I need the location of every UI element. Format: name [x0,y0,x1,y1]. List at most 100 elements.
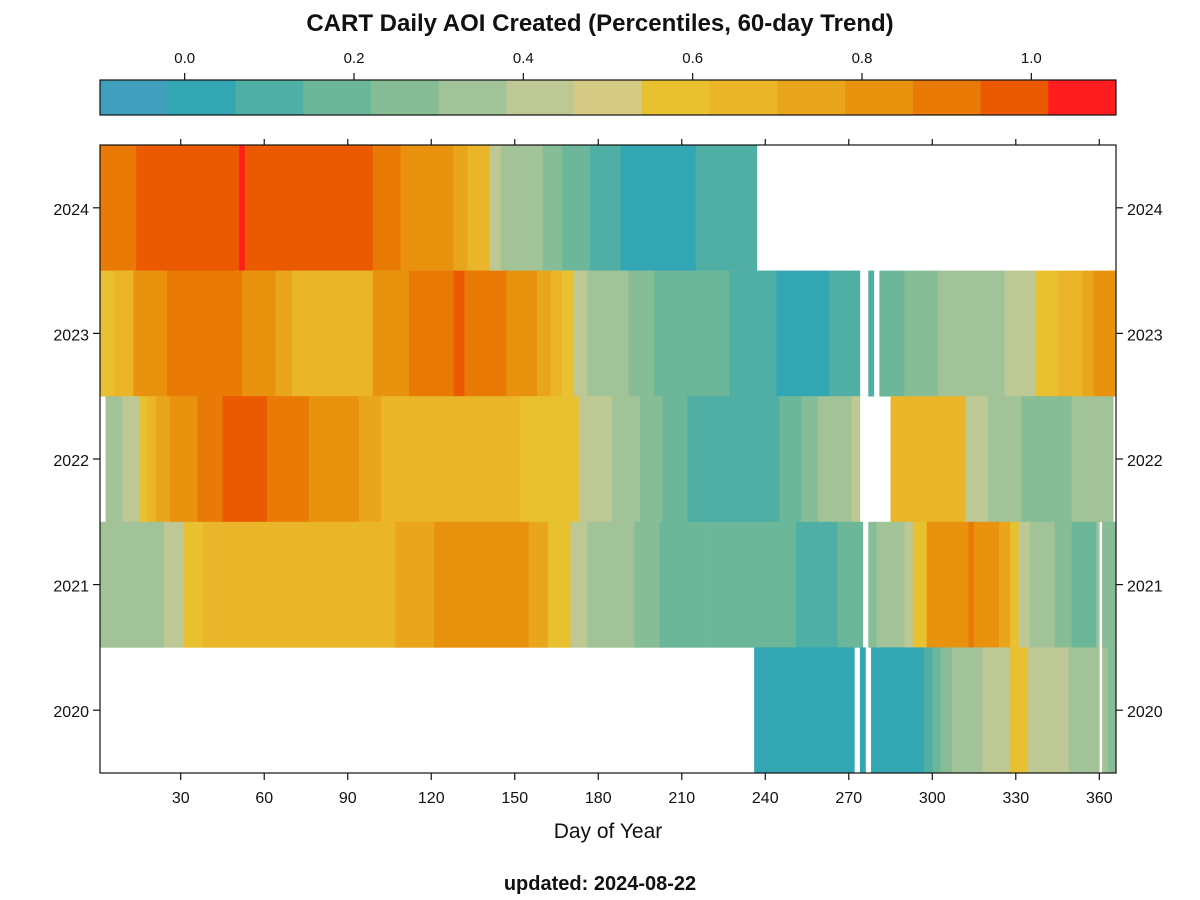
heatmap-cell-2023-4 [241,270,276,397]
heatmap-cell-2024-0 [100,145,137,271]
heatmap-cell-2021-10 [528,521,549,648]
x-axis-ticks: 30 60 90 120 150 180 210 240 270 300 330 360 [172,139,1113,807]
heatmap-cell-2020-11 [1010,647,1028,774]
heatmap-cell-2023-28 [937,270,972,397]
x-tick-label: 360 [1086,790,1113,807]
heatmap-cell-2023-3 [166,270,243,397]
heatmap-cell-2020-2 [815,647,855,774]
heatmap-cell-2022-10 [358,396,382,523]
heatmap-cell-2020-13 [1068,647,1100,774]
heatmap-cell-2023-10 [408,270,454,397]
heatmap-cell-2021-15 [634,521,660,648]
heatmap-cell-2021-1 [108,521,143,648]
heatmap-cell-2021-13 [587,521,610,648]
colorbar-swatch [303,80,372,115]
heatmap-cell-2023-13 [506,270,538,397]
heatmap-cell-2022-21 [818,396,833,523]
heatmap-cell-2022-26 [987,396,1005,523]
heatmap-cell-2023-12 [464,270,507,397]
heatmap-cell-2021-35 [1096,521,1100,648]
x-tick-label: 60 [255,790,273,807]
heatmap-cell-2023-17 [573,270,588,397]
heatmap-cell-2023-19 [606,270,630,397]
x-axis-label: Day of Year [554,820,663,843]
heatmap-cell-2023-26 [879,270,905,397]
heatmap-cell-2024-8 [467,145,479,271]
colorbar-swatch [167,80,236,115]
heatmap-cell-2022-8 [267,396,310,523]
heatmap-cell-2022-4 [155,396,170,523]
heatmap-cell-2024-7 [453,145,468,271]
heatmap-cell-2021-32 [1040,521,1056,648]
heatmap-cell-2023-16 [562,270,574,397]
colorbar-swatch [574,80,643,115]
heatmap-cell-2021-29 [1010,521,1019,648]
heatmap-cell-2022-16 [640,396,663,523]
colorbar-tick-label: 0.0 [174,50,195,67]
x-tick-label: 300 [919,790,946,807]
colorbar-swatch [100,80,169,115]
y-tick-label-right: 2023 [1127,327,1163,344]
heatmap-cell-2021-31 [1029,521,1042,648]
heatmap-cell-2022-1 [122,396,140,523]
colorbar-swatch [777,80,846,115]
heatmap-cell-2021-20 [868,521,877,648]
heatmap-cell-2024-6 [436,145,454,271]
heatmap-cell-2023-24 [829,270,861,397]
heatmap-cell-2021-6 [214,521,296,648]
updated-footer: updated: 2024-08-22 [504,873,696,895]
heatmap-cell-2024-3 [244,145,374,271]
heatmap-cell-2021-23 [904,521,914,648]
heatmap-cell-2023-6 [292,270,323,397]
heatmap-cell-2021-14 [609,521,635,648]
colorbar-swatch [438,80,507,115]
heatmap-cell-2023-5 [275,270,293,397]
heatmap-cell-2022-22 [832,396,852,523]
y-tick-label-left: 2022 [53,453,89,470]
y-tick-label-left: 2023 [53,327,89,344]
heatmap-cell-2020-0 [754,647,811,774]
heatmap-cell-2021-19 [837,521,863,648]
heatmap-cell-2022-5 [169,396,198,523]
heatmap-cell-2021-17 [709,521,797,648]
heatmap-cell-2021-25 [926,521,969,648]
heatmap-cell-2023-27 [904,270,939,397]
heatmap-cell-2021-36 [1102,521,1117,648]
heatmap-cell-2022-11 [381,396,407,523]
heatmap-cell-2024-11 [500,145,521,271]
heatmap-cell-2021-26 [968,521,975,648]
heatmap-cell-2021-4 [183,521,204,648]
heatmap-cell-2023-32 [1057,270,1069,397]
heatmap-cell-2021-11 [548,521,571,648]
heatmap-cell-2021-22 [890,521,905,648]
heatmap-cell-2022-17 [662,396,688,523]
heatmap-cell-2024-16 [620,145,696,271]
y-tick-label-right: 2020 [1127,704,1163,721]
heatmap-cell-2020-12 [1026,647,1069,774]
heatmap-cell-2022-20 [801,396,819,523]
heatmap-cell-2021-5 [202,521,215,648]
heatmap-cell-2023-1 [113,270,134,397]
heatmap-cell-2023-0 [100,270,115,397]
heatmap-cell-2021-21 [876,521,891,648]
colorbar-swatch [235,80,304,115]
heatmap-cell-2021-2 [141,521,165,648]
heatmap-cell-2020-1 [809,647,816,774]
heatmap-cell-2024-5 [400,145,438,271]
heatmap-cell-2024-17 [695,145,758,271]
y-tick-label-left: 2020 [53,704,89,721]
x-tick-label: 90 [339,790,357,807]
heatmap-cell-2024-4 [372,145,401,271]
heatmap-cell-2024-10 [489,145,502,271]
heatmap-cell-2020-7 [940,647,953,774]
heatmap-cell-2023-21 [653,270,730,397]
colorbar-tick-label: 0.4 [513,50,534,67]
heatmap-cell-2023-11 [453,270,465,397]
heatmap-cell-2021-30 [1018,521,1031,648]
heatmap-cell-2022-29 [1071,396,1103,523]
y-tick-label-left: 2021 [53,579,89,596]
heatmap-cell-2021-16 [659,521,710,648]
heatmap-cell-2022-23 [851,396,861,523]
colorbar-swatch [641,80,710,115]
